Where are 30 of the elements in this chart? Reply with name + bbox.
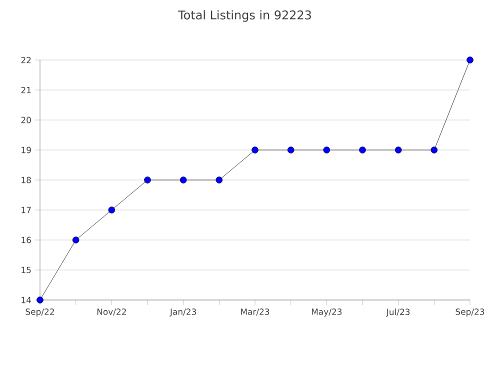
y-tick-label: 17 bbox=[22, 206, 31, 214]
point bbox=[323, 146, 330, 154]
x-tick-label: Sep/23 bbox=[456, 308, 484, 317]
x-tick-label: Jan/23 bbox=[170, 308, 196, 317]
x-tick-label: Mar/23 bbox=[241, 308, 270, 316]
point bbox=[36, 296, 44, 304]
point bbox=[394, 146, 402, 154]
y-tick-label: 14 bbox=[22, 296, 31, 304]
point bbox=[144, 176, 151, 184]
y-tick-label: 18 bbox=[22, 176, 31, 184]
point bbox=[466, 56, 474, 64]
x-tick-label: Jul/23 bbox=[386, 308, 410, 317]
point bbox=[359, 146, 366, 154]
y-tick-label: 20 bbox=[21, 116, 31, 124]
y-tick-label: 15 bbox=[22, 266, 31, 274]
x-tick-label: Nov/22 bbox=[97, 308, 126, 316]
y-tick-label: 21 bbox=[21, 86, 31, 94]
x-tick-label: May/23 bbox=[312, 308, 342, 317]
point bbox=[108, 206, 116, 214]
y-tick-label: 16 bbox=[22, 236, 31, 244]
point bbox=[72, 236, 80, 244]
y-tick-label: 19 bbox=[22, 146, 31, 154]
point bbox=[287, 146, 294, 154]
point bbox=[252, 146, 258, 154]
point bbox=[216, 176, 223, 184]
chart-title: Total Listings in 92223 bbox=[178, 10, 311, 22]
point bbox=[430, 146, 438, 154]
y-tick-label: 22 bbox=[21, 56, 31, 64]
x-tick-label: Sep/22 bbox=[26, 308, 54, 317]
point bbox=[180, 176, 187, 184]
